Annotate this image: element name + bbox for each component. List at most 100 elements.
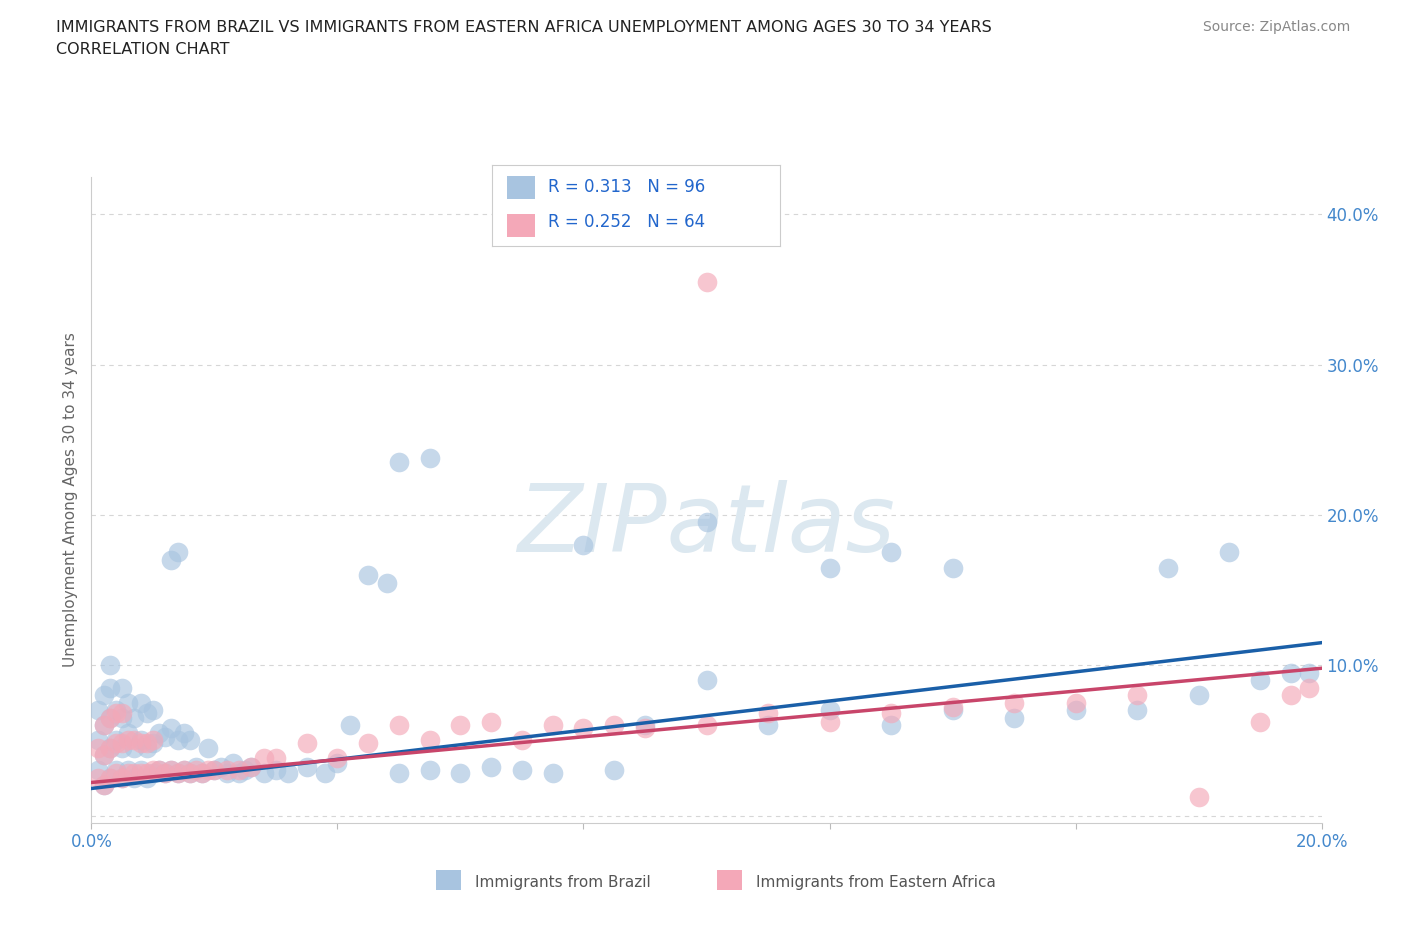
Point: [541, 766, 564, 781]
Point: [357, 567, 380, 582]
Point: [1064, 703, 1087, 718]
Point: [98, 771, 121, 786]
Point: [1218, 545, 1240, 560]
Point: [479, 715, 502, 730]
Point: [818, 560, 841, 575]
Point: [166, 545, 188, 560]
Point: [173, 763, 195, 777]
Point: [142, 703, 165, 718]
Point: [1298, 665, 1320, 680]
Point: [942, 560, 965, 575]
Point: [135, 771, 157, 786]
Point: [228, 766, 250, 781]
Point: [148, 763, 170, 777]
Point: [510, 763, 533, 777]
Point: [1126, 703, 1149, 718]
Point: [756, 706, 779, 721]
Point: [105, 703, 127, 718]
Point: [153, 766, 177, 781]
Point: [93, 718, 115, 733]
Point: [105, 736, 127, 751]
Text: IMMIGRANTS FROM BRAZIL VS IMMIGRANTS FROM EASTERN AFRICA UNEMPLOYMENT AMONG AGES: IMMIGRANTS FROM BRAZIL VS IMMIGRANTS FRO…: [56, 20, 993, 35]
Point: [1002, 696, 1025, 711]
Point: [326, 755, 349, 770]
Point: [135, 706, 157, 721]
Point: [153, 730, 177, 745]
Point: [222, 755, 245, 770]
Point: [253, 751, 276, 766]
Point: [129, 733, 152, 748]
Point: [135, 740, 157, 755]
Point: [818, 715, 841, 730]
Point: [1157, 560, 1180, 575]
Point: [93, 688, 115, 703]
Text: R = 0.313   N = 96: R = 0.313 N = 96: [548, 179, 706, 196]
Point: [572, 721, 595, 736]
Point: [98, 740, 121, 755]
Point: [173, 763, 195, 777]
Point: [111, 711, 134, 725]
Point: [184, 760, 207, 775]
Point: [253, 766, 276, 781]
Point: [111, 771, 134, 786]
Point: [111, 771, 134, 786]
Point: [696, 515, 718, 530]
Point: [117, 725, 139, 740]
Point: [295, 760, 318, 775]
Point: [86, 740, 108, 755]
Point: [197, 763, 219, 777]
Point: [1064, 696, 1087, 711]
Point: [135, 736, 157, 751]
Point: [215, 763, 238, 777]
Point: [326, 751, 349, 766]
Text: Immigrants from Brazil: Immigrants from Brazil: [475, 875, 651, 890]
Point: [124, 711, 146, 725]
Point: [233, 763, 256, 777]
Text: R = 0.252   N = 64: R = 0.252 N = 64: [548, 213, 706, 231]
Text: Immigrants from Eastern Africa: Immigrants from Eastern Africa: [756, 875, 997, 890]
Point: [357, 736, 380, 751]
Point: [105, 706, 127, 721]
Point: [388, 455, 411, 470]
Point: [93, 778, 115, 793]
Point: [86, 703, 108, 718]
Point: [124, 766, 146, 781]
Point: [111, 706, 134, 721]
Point: [314, 766, 336, 781]
Point: [942, 700, 965, 715]
Point: [98, 681, 121, 696]
Point: [696, 274, 718, 289]
Text: ZIPatlas: ZIPatlas: [517, 480, 896, 571]
Point: [541, 718, 564, 733]
Point: [160, 763, 183, 777]
Point: [173, 725, 195, 740]
Point: [86, 733, 108, 748]
Point: [105, 763, 127, 777]
Point: [696, 718, 718, 733]
Point: [375, 575, 398, 590]
Point: [1249, 672, 1271, 687]
Point: [449, 718, 471, 733]
Point: [98, 711, 121, 725]
Point: [1187, 790, 1209, 805]
Point: [111, 740, 134, 755]
Point: [135, 766, 157, 781]
Point: [160, 763, 183, 777]
Point: [179, 766, 201, 781]
Point: [148, 725, 170, 740]
Point: [105, 733, 127, 748]
Point: [880, 706, 903, 721]
Point: [1002, 711, 1025, 725]
Point: [129, 736, 152, 751]
Point: [98, 658, 121, 672]
Point: [572, 538, 595, 552]
Point: [166, 766, 188, 781]
Point: [240, 760, 263, 775]
Point: [111, 736, 134, 751]
Point: [86, 763, 108, 777]
Point: [818, 703, 841, 718]
Point: [510, 733, 533, 748]
Point: [105, 766, 127, 781]
Point: [179, 766, 201, 781]
Point: [339, 718, 361, 733]
